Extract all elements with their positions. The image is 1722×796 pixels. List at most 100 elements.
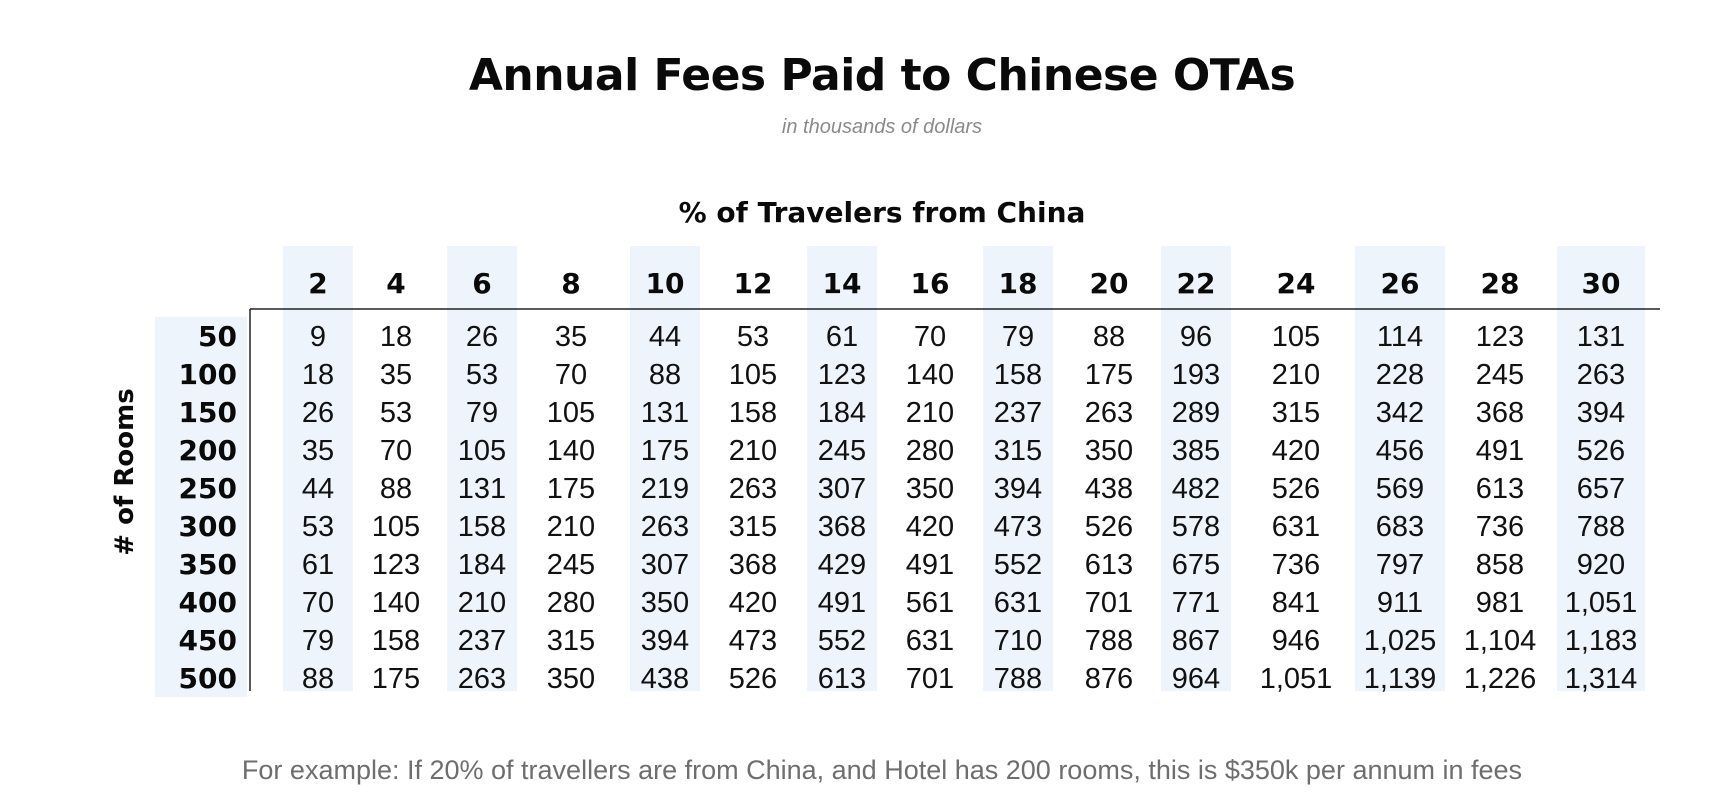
column-header: 30: [1582, 267, 1621, 300]
table-cell: 526: [1577, 435, 1625, 467]
column-band: [1161, 246, 1231, 691]
table-cell: 473: [994, 511, 1042, 543]
table-cell: 26: [302, 397, 334, 429]
table-cell: 105: [372, 511, 420, 543]
table-cell: 88: [649, 359, 681, 391]
column-header: 22: [1177, 267, 1216, 300]
table-cell: 482: [1172, 473, 1220, 505]
table-cell: 263: [458, 663, 506, 695]
table-cell: 158: [994, 359, 1042, 391]
table-cell: 289: [1172, 397, 1220, 429]
table-cell: 578: [1172, 511, 1220, 543]
row-header: 500: [179, 662, 237, 695]
table-cell: 456: [1376, 435, 1424, 467]
table-cell: 736: [1476, 511, 1524, 543]
table-cell: 552: [818, 625, 866, 657]
table-cell: 35: [302, 435, 334, 467]
table-cell: 263: [1085, 397, 1133, 429]
table-cell: 473: [729, 625, 777, 657]
row-header: 250: [179, 472, 237, 505]
column-band: [1355, 246, 1445, 691]
column-band: [283, 246, 353, 691]
table-cell: 858: [1476, 549, 1524, 581]
column-header: 10: [646, 267, 685, 300]
table-cell: 44: [649, 321, 681, 353]
row-header: 200: [179, 434, 237, 467]
table-cell: 280: [547, 587, 595, 619]
column-header: 26: [1381, 267, 1420, 300]
table-cell: 79: [1002, 321, 1034, 353]
table-cell: 1,183: [1565, 625, 1638, 657]
table-cell: 105: [458, 435, 506, 467]
table-cell: 526: [1085, 511, 1133, 543]
table-cell: 175: [1085, 359, 1133, 391]
table-cell: 307: [818, 473, 866, 505]
table-cell: 631: [994, 587, 1042, 619]
table-cell: 315: [1272, 397, 1320, 429]
row-header: 50: [198, 320, 237, 353]
chart-subtitle: in thousands of dollars: [781, 116, 983, 138]
table-cell: 613: [818, 663, 866, 695]
row-header: 300: [179, 510, 237, 543]
table-cell: 911: [1377, 587, 1423, 619]
row-header: 450: [179, 624, 237, 657]
table-cell: 96: [1180, 321, 1212, 353]
table-cell: 158: [729, 397, 777, 429]
table-cell-layer: 9 18 26 35 44 53 61 70 79 88 96 105 114 123 131 18 35 53 7…: [302, 321, 1637, 695]
table-cell: 105: [547, 397, 595, 429]
table-cell: 184: [818, 397, 866, 429]
table-cell: 710: [994, 625, 1042, 657]
column-band: [630, 246, 700, 691]
x-axis-title: % of Travelers from China: [678, 196, 1086, 229]
table-cell: 771: [1172, 587, 1220, 619]
table-cell: 245: [1476, 359, 1524, 391]
table-cell: 788: [1577, 511, 1625, 543]
table-cell: 263: [1577, 359, 1625, 391]
table-cell: 1,139: [1364, 663, 1437, 695]
column-band: [807, 246, 877, 691]
table-cell: 964: [1172, 663, 1220, 695]
table-cell: 350: [547, 663, 595, 695]
table-cell: 245: [818, 435, 866, 467]
table-cell: 131: [458, 473, 506, 505]
table-cell: 420: [729, 587, 777, 619]
table-cell: 210: [906, 397, 954, 429]
row-header: 400: [179, 586, 237, 619]
table-cell: 315: [994, 435, 1042, 467]
table-cell: 797: [1376, 549, 1424, 581]
table-cell: 350: [1085, 435, 1133, 467]
table-cell: 263: [729, 473, 777, 505]
column-header: 14: [823, 267, 862, 300]
table-cell: 491: [818, 587, 866, 619]
table-cell: 394: [994, 473, 1042, 505]
table-cell: 342: [1376, 397, 1424, 429]
table-cell: 9: [310, 321, 326, 353]
footnote: For example: If 20% of travellers are fr…: [241, 755, 1523, 785]
column-band: [1557, 246, 1645, 691]
column-header: 20: [1090, 267, 1129, 300]
table-cell: 53: [380, 397, 412, 429]
table-cell: 114: [1377, 321, 1423, 353]
table-cell: 228: [1376, 359, 1424, 391]
table-cell: 307: [641, 549, 689, 581]
table-cell: 315: [547, 625, 595, 657]
table-cell: 35: [380, 359, 412, 391]
table-cell: 552: [994, 549, 1042, 581]
table-cell: 368: [818, 511, 866, 543]
table-cell: 385: [1172, 435, 1220, 467]
table-cell: 368: [729, 549, 777, 581]
table-cell: 788: [994, 663, 1042, 695]
table-cell: 61: [302, 549, 334, 581]
table-cell: 53: [302, 511, 334, 543]
table-cell: 184: [458, 549, 506, 581]
column-header: 2: [308, 267, 327, 300]
table-cell: 920: [1577, 549, 1625, 581]
table-cell: 105: [1272, 321, 1320, 353]
table-cell: 35: [555, 321, 587, 353]
table-cell: 123: [1476, 321, 1524, 353]
table-cell: 70: [302, 587, 334, 619]
table-cell: 44: [302, 473, 334, 505]
table-cell: 70: [555, 359, 587, 391]
table-cell: 263: [641, 511, 689, 543]
chart-title: Annual Fees Paid to Chinese OTAs: [468, 50, 1296, 101]
